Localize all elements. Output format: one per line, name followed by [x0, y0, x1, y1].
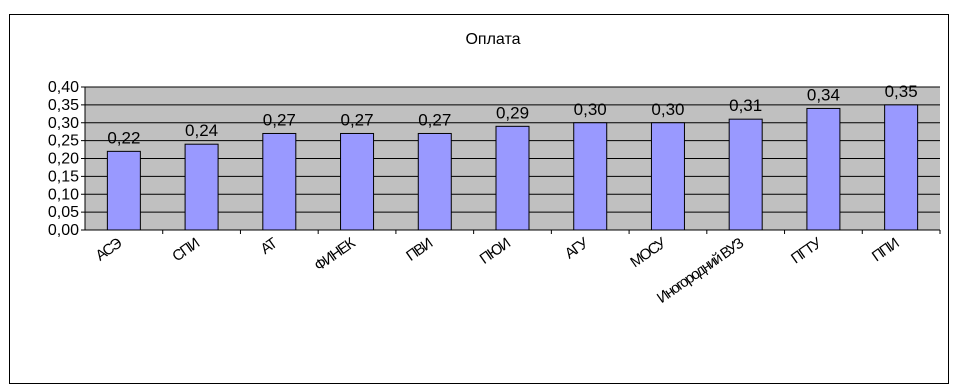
data-label: 0,27 [418, 110, 451, 129]
y-tick-label: 0,05 [48, 204, 79, 221]
bar-chart: Оплата 0,000,050,100,150,200,250,300,350… [0, 0, 959, 374]
y-tick-labels: 0,000,050,100,150,200,250,300,350,40 [48, 79, 79, 239]
bar [341, 133, 374, 230]
y-tick-label: 0,25 [48, 133, 79, 150]
bar [107, 151, 140, 230]
x-tick-label: ПГТУ [788, 234, 825, 267]
data-label: 0,29 [496, 103, 529, 122]
chart-title: Оплата [465, 31, 520, 48]
x-tick-label: СПИ [169, 235, 202, 265]
x-tick-label: АГУ [562, 234, 592, 262]
x-tick-label: ПЮИ [477, 235, 514, 268]
x-tick-label: ППИ [869, 235, 902, 265]
data-label: 0,35 [885, 82, 918, 101]
x-tick-label: ФИНЕК [311, 234, 358, 274]
y-tick-label: 0,35 [48, 97, 79, 114]
bar [496, 126, 529, 230]
x-tick-label: Иногородний ВУЗ [654, 235, 747, 307]
x-tick-label: ПВИ [403, 235, 436, 265]
data-label: 0,27 [263, 110, 296, 129]
bar [651, 123, 684, 230]
bar [729, 119, 762, 230]
x-tick-label: АТ [258, 235, 281, 258]
y-tick-label: 0,10 [48, 186, 79, 203]
data-label: 0,31 [729, 96, 762, 115]
y-tick-label: 0,40 [48, 79, 79, 96]
y-tick-label: 0,15 [48, 168, 79, 185]
y-tick-label: 0,00 [48, 222, 79, 239]
y-tick-label: 0,30 [48, 115, 79, 132]
data-label: 0,27 [340, 110, 373, 129]
bar [418, 133, 451, 230]
bar [263, 133, 296, 230]
data-label: 0,34 [807, 85, 840, 104]
bar [574, 123, 607, 230]
bar [185, 144, 218, 230]
bar [885, 105, 918, 230]
x-tick-label: АСЭ [93, 234, 126, 264]
bar [807, 108, 840, 230]
data-label: 0,22 [107, 128, 140, 147]
data-label: 0,30 [651, 100, 684, 119]
data-label: 0,30 [574, 100, 607, 119]
data-label: 0,24 [185, 121, 218, 140]
x-tick-label: МОСУ [627, 234, 670, 271]
y-tick-label: 0,20 [48, 151, 79, 168]
